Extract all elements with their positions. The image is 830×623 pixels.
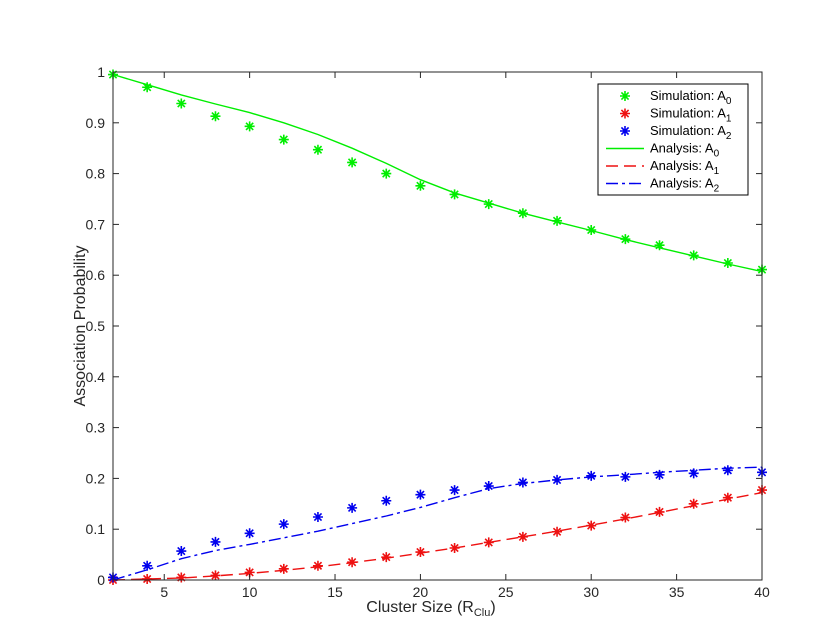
series-layer: [108, 69, 767, 585]
y-tick-label: 0: [97, 572, 105, 588]
x-tick-label: 25: [498, 584, 514, 600]
data-point: [620, 512, 631, 523]
data-point: [722, 465, 733, 476]
series-line: [112, 73, 763, 273]
legend-label: Analysis: A2: [650, 176, 720, 195]
data-point: [312, 144, 323, 155]
data-point: [688, 468, 699, 479]
y-tick-label: 0.3: [86, 420, 106, 436]
y-tick-label: 0.9: [86, 115, 106, 131]
data-point: [415, 180, 426, 191]
data-point: [244, 121, 255, 132]
legend-item: Analysis: A0: [606, 141, 720, 160]
data-point: [347, 157, 358, 168]
y-tick-label: 1: [97, 64, 105, 80]
data-point: [552, 215, 563, 226]
data-point: [210, 570, 221, 581]
data-point: [586, 470, 597, 481]
data-point: [586, 520, 597, 531]
x-tick-label: 35: [669, 584, 685, 600]
data-point: [278, 519, 289, 530]
legend-marker: [620, 108, 630, 119]
series-analysis-a0: [112, 73, 763, 273]
data-point: [415, 547, 426, 558]
data-point: [142, 560, 153, 571]
x-tick-label: 5: [160, 584, 168, 600]
series-line: [112, 491, 763, 581]
legend-item: Simulation: A0: [620, 88, 732, 107]
data-point: [449, 485, 460, 496]
y-axis-label: Association Probability: [72, 246, 89, 407]
y-tick-label: 0.7: [86, 216, 106, 232]
y-tick-label: 0.6: [86, 267, 106, 283]
x-tick-label: 30: [583, 584, 599, 600]
data-point: [142, 82, 153, 93]
data-point: [654, 240, 665, 251]
data-point: [722, 492, 733, 503]
legend-label: Simulation: A0: [650, 88, 732, 107]
data-point: [483, 199, 494, 210]
x-tick-label: 20: [413, 584, 429, 600]
legend-marker: [620, 91, 630, 101]
data-point: [176, 98, 187, 109]
data-point: [176, 572, 187, 583]
data-point: [517, 477, 528, 488]
data-point: [449, 189, 460, 200]
data-point: [620, 471, 631, 482]
y-tick-label: 0.2: [86, 470, 106, 486]
data-point: [210, 536, 221, 547]
series-line: [112, 466, 763, 581]
y-tick-label: 0.4: [86, 369, 106, 385]
data-point: [312, 512, 323, 523]
legend-box: [597, 83, 749, 196]
data-point: [483, 481, 494, 492]
legend-label: Simulation: A1: [650, 106, 732, 125]
data-point: [381, 168, 392, 179]
data-point: [722, 258, 733, 269]
legend-item: Simulation: A2: [620, 123, 732, 142]
x-tick-label: 40: [754, 584, 770, 600]
data-point: [278, 134, 289, 145]
y-tick-label: 0.8: [86, 166, 106, 182]
legend-item: Analysis: A1: [606, 158, 720, 177]
data-point: [312, 560, 323, 571]
data-point: [347, 502, 358, 513]
legend-label: Analysis: A0: [650, 141, 720, 160]
legend-item: Simulation: A1: [620, 106, 732, 125]
data-point: [142, 573, 153, 584]
data-point: [552, 526, 563, 537]
data-point: [688, 498, 699, 509]
data-point: [210, 111, 221, 122]
x-axis-label: Cluster Size (RClu): [366, 599, 495, 619]
legend-label: Analysis: A1: [650, 158, 720, 177]
data-point: [381, 495, 392, 506]
data-point: [517, 531, 528, 542]
x-tick-label: 10: [242, 584, 258, 600]
data-point: [176, 546, 187, 557]
legend-label: Simulation: A2: [650, 123, 732, 142]
data-point: [483, 537, 494, 548]
data-point: [278, 563, 289, 574]
series-analysis-a1: [112, 491, 763, 581]
data-point: [654, 469, 665, 480]
data-point: [415, 489, 426, 500]
y-tick-label: 0.5: [86, 318, 106, 334]
data-point: [244, 567, 255, 578]
legend-item: Analysis: A2: [606, 176, 720, 195]
data-point: [244, 528, 255, 539]
series-analysis-a2: [112, 466, 763, 581]
legend-marker: [620, 126, 630, 136]
y-tick-label: 0.1: [86, 521, 106, 537]
axes: 5 10 15 20 25 30 35 40 0 0.1 0.2 0.3 0.4 0.5 0.6 0.7 0.8…: [86, 64, 770, 600]
data-point: [381, 552, 392, 563]
x-tick-label: 15: [327, 584, 343, 600]
